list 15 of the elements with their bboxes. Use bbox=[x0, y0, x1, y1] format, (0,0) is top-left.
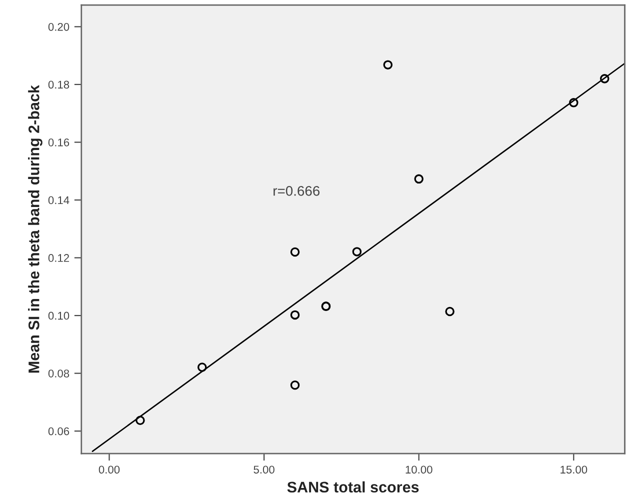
y-tick-label: 0.06 bbox=[48, 427, 70, 436]
y-tick-label: 0.10 bbox=[48, 312, 70, 320]
x-axis-title: SANS total scores bbox=[287, 481, 419, 493]
y-tick-label: 0.14 bbox=[48, 196, 70, 204]
annotation: r=0.666 bbox=[274, 186, 320, 196]
y-tick-label: 0.12 bbox=[48, 254, 70, 262]
y-axis-title: Mean SI in the theta band during 2-back bbox=[28, 84, 42, 373]
y-tick-label: 0.16 bbox=[48, 138, 70, 146]
y-tick-label: 0.20 bbox=[48, 22, 70, 31]
x-tick-label: 10.00 bbox=[406, 466, 432, 474]
y-tick-label: 0.18 bbox=[48, 80, 70, 89]
x-tick-label: 15.00 bbox=[560, 466, 588, 474]
x-tick-label: 5.00 bbox=[254, 466, 274, 474]
y-tick-label: 0.08 bbox=[48, 370, 70, 378]
x-tick-label: 0.00 bbox=[98, 466, 120, 474]
